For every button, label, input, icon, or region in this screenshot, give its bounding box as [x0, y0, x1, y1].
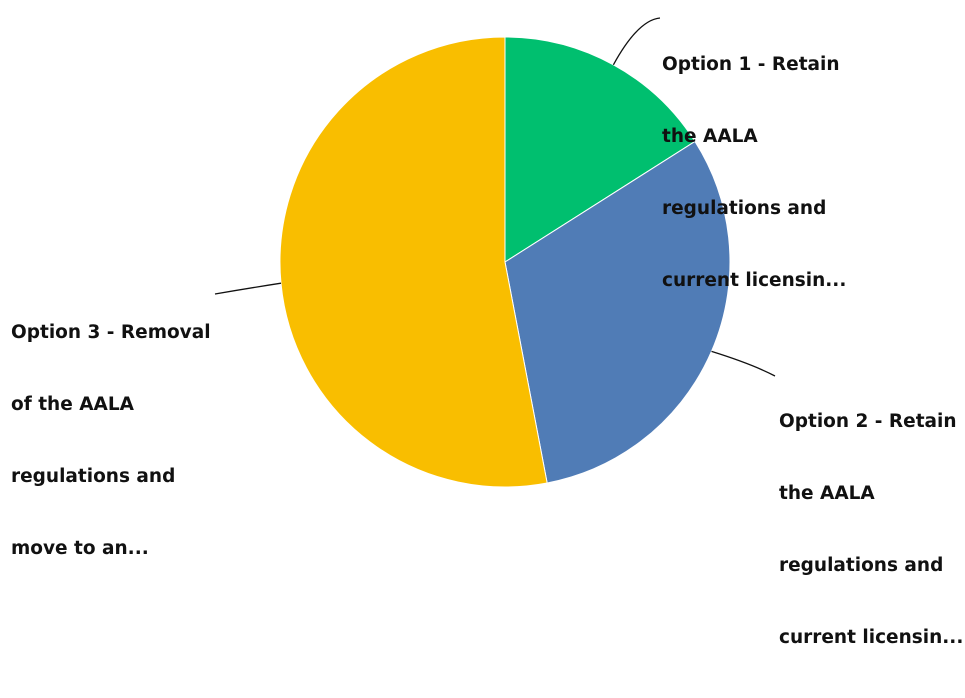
pie-slices: [279, 36, 731, 488]
slice-label-option-1-line-4: current licensin...: [662, 270, 847, 291]
slice-label-option-2-line-1: Option 2 - Retain: [779, 411, 957, 432]
slice-label-option-3-line-4: move to an...: [11, 538, 149, 559]
pie-slice-option-1: [504, 36, 696, 263]
slice-label-option-2: Option 2 - Retain the AALA regulations a…: [779, 362, 963, 698]
slice-label-option-1-line-1: Option 1 - Retain: [662, 54, 840, 75]
slice-label-option-1: Option 1 - Retain the AALA regulations a…: [662, 5, 846, 341]
pie-chart: [214, 17, 776, 488]
leader-line-option-1: [612, 17, 661, 66]
slice-label-option-3-line-3: regulations and: [11, 466, 176, 487]
slice-label-option-1-line-3: regulations and: [662, 198, 827, 219]
slice-label-option-3: Option 3 - Removal of the AALA regulatio…: [11, 273, 211, 609]
slice-label-option-3-line-1: Option 3 - Removal: [11, 322, 211, 343]
slice-label-option-1-line-2: the AALA: [662, 126, 758, 147]
slice-label-option-2-line-4: current licensin...: [779, 627, 964, 648]
slice-label-option-2-line-3: regulations and: [779, 555, 944, 576]
leader-line-option-3: [214, 282, 282, 295]
slice-label-option-2-line-2: the AALA: [779, 483, 875, 504]
pie-slice-option-2: [504, 140, 731, 484]
leader-lines: [214, 17, 776, 377]
leader-line-option-2: [711, 350, 776, 377]
slice-label-option-3-line-2: of the AALA: [11, 394, 134, 415]
